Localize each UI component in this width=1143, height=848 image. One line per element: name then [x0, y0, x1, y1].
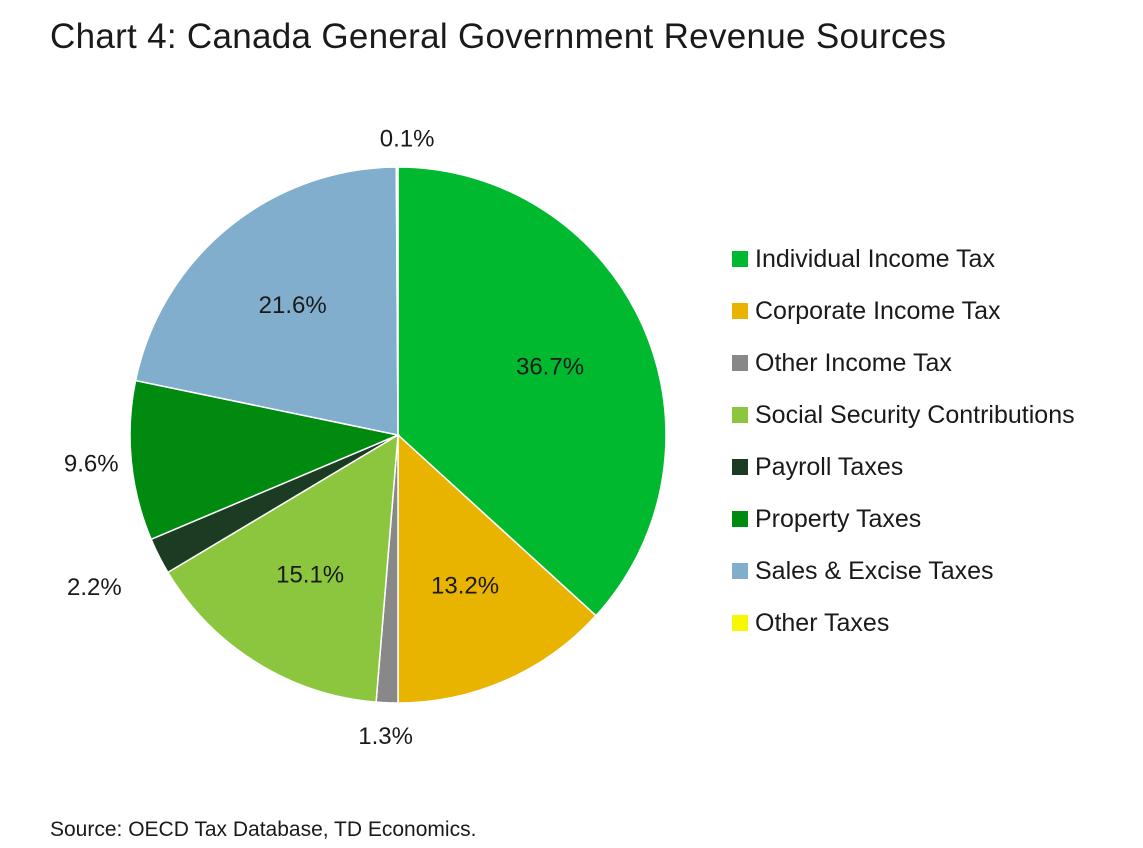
pie-slices — [129, 166, 667, 704]
legend-item-social-security-contributions: Social Security Contributions — [732, 389, 1075, 441]
legend-label: Other Income Tax — [755, 348, 952, 377]
data-label-other-income-tax: 1.3% — [358, 723, 413, 750]
legend-swatch — [732, 615, 748, 631]
slice-sales-and-excise-taxes — [134, 166, 399, 436]
legend-label: Social Security Contributions — [755, 400, 1075, 429]
legend-swatch — [732, 407, 748, 423]
data-label-corporate-income-tax: 13.2% — [431, 572, 499, 599]
slice-corporate-income-tax — [397, 433, 598, 704]
legend-label: Sales & Excise Taxes — [755, 556, 994, 585]
legend-item-sales-and-excise-taxes: Sales & Excise Taxes — [732, 545, 1075, 597]
legend-swatch — [732, 563, 748, 579]
legend-swatch — [732, 355, 748, 371]
legend-label: Payroll Taxes — [755, 452, 904, 481]
legend-item-payroll-taxes: Payroll Taxes — [732, 441, 1075, 493]
data-label-social-security-contributions: 15.1% — [276, 561, 344, 588]
legend-swatch — [732, 303, 748, 319]
slice-property-taxes — [129, 379, 401, 541]
chart-title: Chart 4: Canada General Government Reven… — [50, 17, 947, 56]
pie-data-labels: 36.7% 13.2% 1.3% 15.1% 2.2% 9.6% 21.6% 0.1% — [64, 126, 584, 750]
slice-social-security-contributions — [166, 433, 399, 703]
legend-label: Corporate Income Tax — [755, 296, 1001, 325]
slice-individual-income-tax — [397, 166, 667, 617]
legend-swatch — [732, 251, 748, 267]
legend-swatch — [732, 511, 748, 527]
legend-label: Other Taxes — [755, 608, 890, 637]
data-label-sales-and-excise-taxes: 21.6% — [259, 292, 327, 319]
legend-item-other-income-tax: Other Income Tax — [732, 337, 1075, 389]
data-label-individual-income-tax: 36.7% — [516, 353, 584, 380]
legend-label: Property Taxes — [755, 504, 922, 533]
legend-label: Individual Income Tax — [755, 244, 995, 273]
legend: Individual Income Tax Corporate Income Ta… — [732, 233, 1075, 649]
data-label-property-taxes: 9.6% — [64, 450, 119, 477]
data-label-payroll-taxes: 2.2% — [67, 574, 122, 601]
legend-swatch — [732, 459, 748, 475]
legend-item-individual-income-tax: Individual Income Tax — [732, 233, 1075, 285]
legend-item-property-taxes: Property Taxes — [732, 493, 1075, 545]
legend-item-corporate-income-tax: Corporate Income Tax — [732, 285, 1075, 337]
data-label-other-taxes: 0.1% — [380, 126, 435, 153]
legend-item-other-taxes: Other Taxes — [732, 597, 1075, 649]
source-note: Source: OECD Tax Database, TD Economics. — [50, 818, 477, 841]
slice-other-taxes — [395, 166, 399, 436]
